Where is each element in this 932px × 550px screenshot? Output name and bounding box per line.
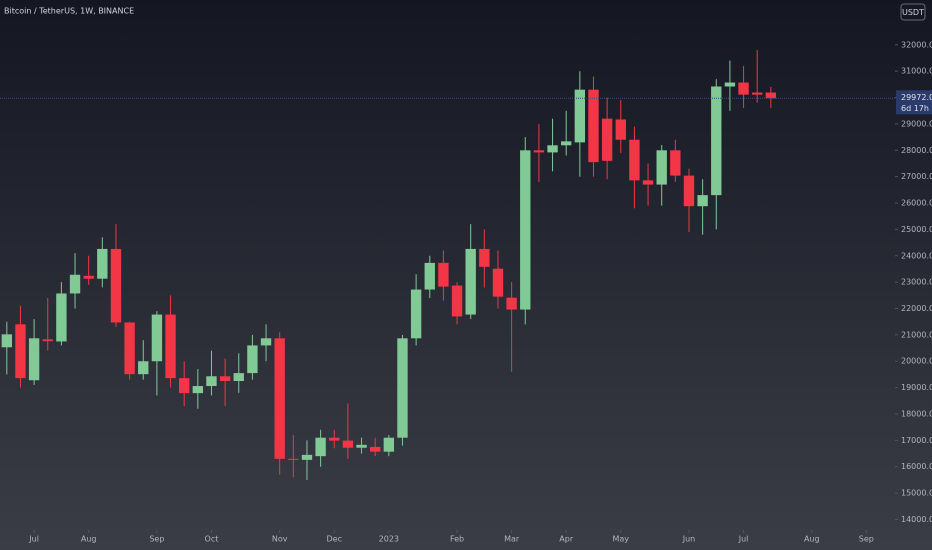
y-tick-label: 24000.00 [901,251,932,260]
x-tick-label: May [612,535,629,544]
candle-body [752,92,763,95]
candle-body [642,180,654,185]
candle-body [206,376,217,387]
candle-body [165,314,176,379]
candle-body [342,440,354,448]
candle-body [670,150,681,176]
candle-body [520,150,531,310]
y-tick-label: 20000.00 [901,357,932,366]
candle-body [260,338,272,346]
y-tick-label: 27000.00 [901,172,932,181]
chart-title: Bitcoin / TetherUS, 1W, BINANCE [4,7,134,16]
candle-body [1,334,13,348]
x-tick-label: Dec [327,535,342,544]
candle-body [451,285,463,317]
candle-body [601,118,613,161]
currency-label[interactable]: USDT [902,8,924,17]
candle-body [329,437,340,441]
candle-body [110,248,122,323]
candle-body [315,437,326,457]
last-price-box [896,90,932,115]
y-tick-label: 28000.00 [901,146,932,155]
y-tick-label: 18000.00 [901,409,932,418]
candle-body [288,458,299,460]
y-tick-label: 29000.00 [901,119,932,128]
candle-body [192,386,204,394]
y-tick-label: 31000.00 [901,67,932,76]
candle-body [711,86,722,196]
candle-body [574,89,586,143]
y-tick-label: 19000.00 [901,383,932,392]
last-price-label: 29972.00 [901,93,932,102]
candle-body [15,324,26,379]
candle-body [629,139,640,181]
candle-body [151,314,163,362]
candle-body [724,82,736,87]
candle-body [219,376,231,382]
candle-body [28,338,40,381]
candle-body [69,274,81,294]
candle-body [124,322,135,375]
countdown: 6d 17h [901,104,929,113]
y-tick-label: 26000.00 [901,199,932,208]
candle-body [233,373,244,382]
x-tick-label: Nov [272,535,288,544]
candle-body [615,119,626,140]
candle-body [356,444,367,448]
y-tick-label: 17000.00 [901,436,932,445]
candle-body [588,89,599,163]
candle-body [465,248,476,315]
candle-body [547,145,558,153]
candle-body [506,297,517,310]
candle-body [383,437,395,452]
x-tick-label: Aug [81,535,97,544]
candle-body [179,378,190,394]
candle-body [683,175,695,207]
candle-body [438,262,449,287]
x-tick-label: Oct [205,535,219,544]
candle-body [738,82,749,95]
y-tick-label: 23000.00 [901,278,932,287]
x-tick-label: Feb [450,535,464,544]
candle-body [656,150,667,185]
x-tick-label: Sep [149,535,164,544]
candle-body [492,268,504,297]
candle-body [83,275,94,279]
candle-body [301,454,313,460]
candle-body [138,361,149,375]
x-tick-label: Jun [682,535,696,544]
candle-body [397,338,408,438]
candle-body [479,248,490,267]
candle-body [765,92,777,99]
x-tick-label: 2023 [379,535,399,544]
candle-body [697,195,708,207]
candle-body [274,338,285,459]
x-tick-label: Jul [28,535,39,544]
candle-body [370,446,381,452]
x-tick-label: Jul [738,535,749,544]
y-tick-label: 22000.00 [901,304,932,313]
y-tick-label: 16000.00 [901,462,932,471]
x-tick-label: Sep [859,535,874,544]
currency-button[interactable] [900,3,926,21]
candle-body [247,345,258,374]
x-tick-label: Apr [559,535,574,544]
candle-body [56,293,67,342]
candle-body [424,262,435,290]
y-tick-label: 32000.00 [901,40,932,49]
x-tick-label: Mar [504,535,520,544]
y-tick-label: 14000.00 [901,515,932,524]
y-tick-label: 15000.00 [901,489,932,498]
y-tick-label: 21000.00 [901,330,932,339]
x-tick-label: Aug [804,535,820,544]
candle-body [561,141,572,146]
candle-body [42,339,53,342]
candle-body [97,248,108,279]
candle-body [410,289,422,339]
y-tick-label: 25000.00 [901,225,932,234]
candle-body [533,150,545,153]
